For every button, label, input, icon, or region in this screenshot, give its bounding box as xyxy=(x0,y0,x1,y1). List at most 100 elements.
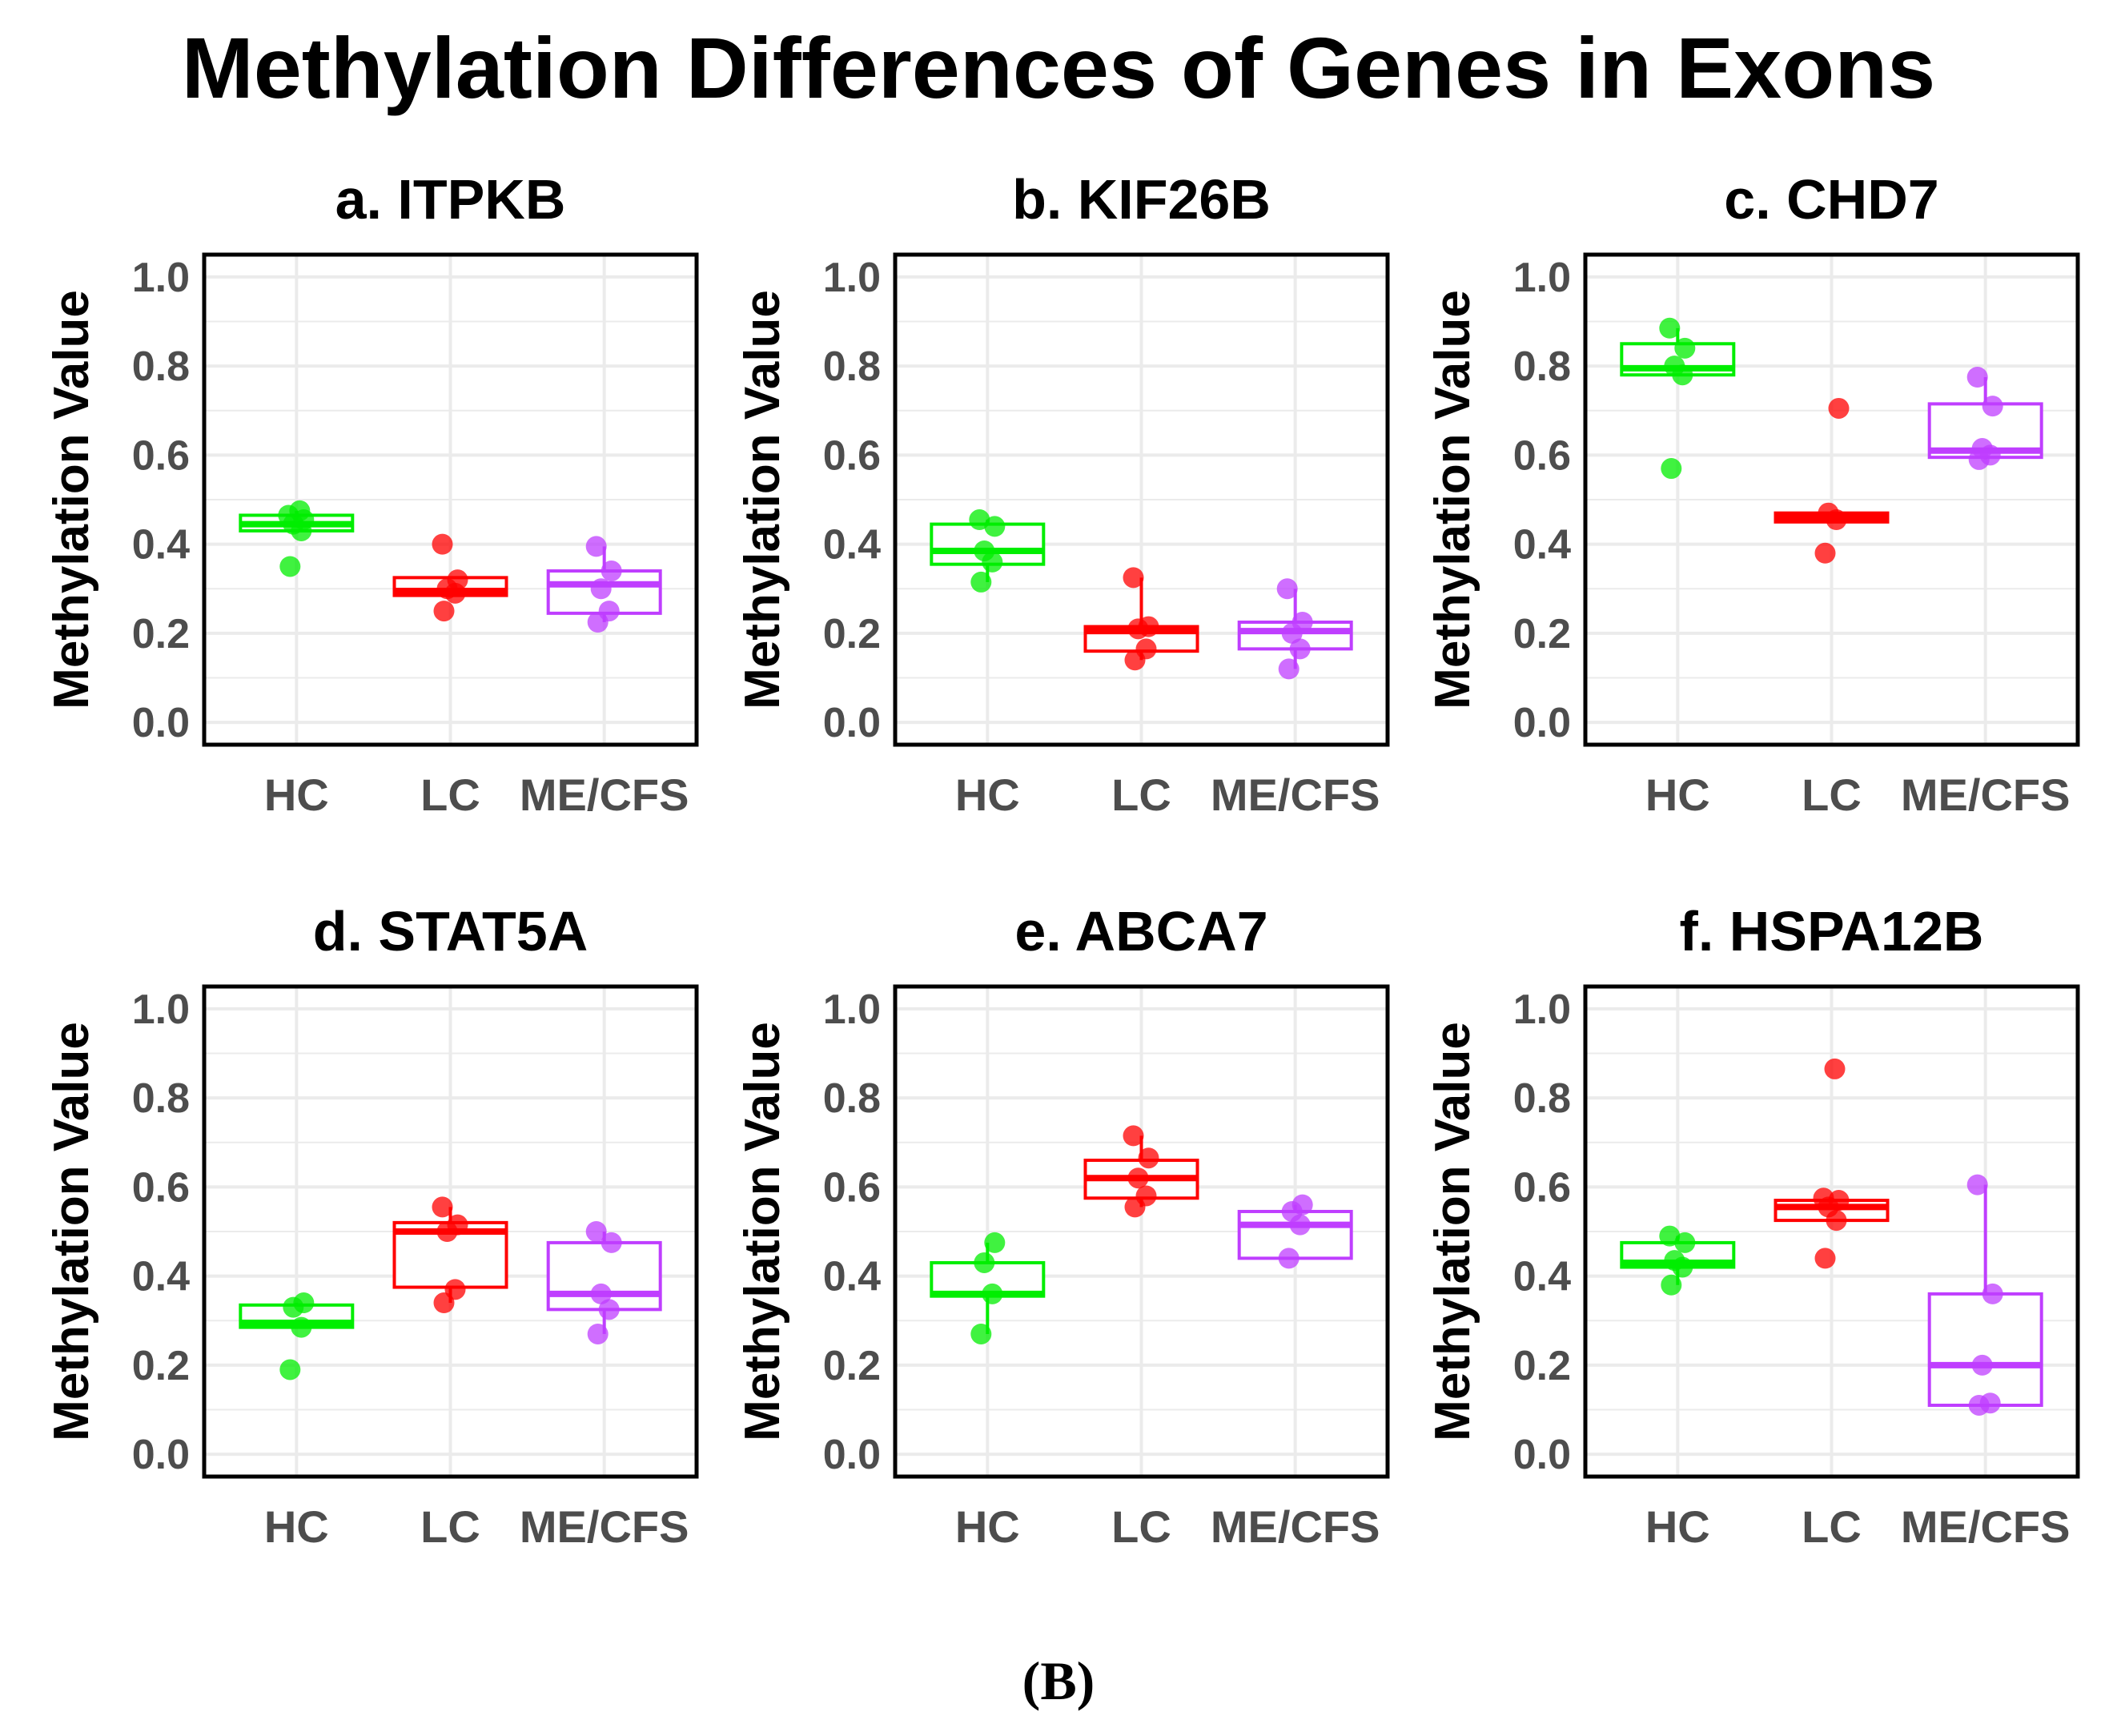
panel-1: a. ITPKB 0.0 0.2 0.4 0.6 0.8 1.0 Methylation Va… xyxy=(44,168,699,820)
y-tick-label: 0.4 xyxy=(1513,522,1571,569)
x-tick-label-lc: LC xyxy=(420,770,480,820)
panel-title: f. HSPA12B xyxy=(1680,900,1984,962)
data-point xyxy=(1278,658,1300,680)
data-point xyxy=(590,1283,612,1304)
x-tick-label-hc: HC xyxy=(955,1501,1020,1552)
x-tick-label-me-cfs: ME/CFS xyxy=(1211,770,1380,820)
data-point xyxy=(1289,638,1311,660)
data-point xyxy=(279,556,301,577)
data-point xyxy=(598,1299,620,1320)
data-point xyxy=(444,1279,466,1300)
box-me-cfs xyxy=(546,1221,662,1344)
panel-3: c. CHD7 0.0 0.2 0.4 0.6 0.8 1.0 Methylation Val… xyxy=(1425,168,2080,820)
data-point xyxy=(293,1292,315,1314)
data-point xyxy=(1661,458,1682,480)
x-tick-label-hc: HC xyxy=(955,770,1020,820)
y-tick-label: 0.2 xyxy=(823,1343,881,1389)
y-tick-label: 0.2 xyxy=(132,1343,190,1389)
data-point xyxy=(1814,542,1836,564)
panel-frame xyxy=(1583,984,2080,1479)
box-hc xyxy=(239,500,355,577)
x-tick-label-lc: LC xyxy=(1111,1501,1171,1552)
y-tick-label: 0.4 xyxy=(132,1254,190,1300)
data-point xyxy=(1291,612,1313,633)
data-point xyxy=(1828,397,1850,419)
y-tick-label: 0.0 xyxy=(823,1432,881,1478)
data-point xyxy=(974,1252,995,1273)
panel-title: d. STAT5A xyxy=(313,900,589,962)
box-me-cfs xyxy=(1927,367,2043,470)
y-axis-label: Methylation Value xyxy=(735,290,790,709)
y-tick-label: 0.4 xyxy=(823,522,881,569)
panel-title: b. KIF26B xyxy=(1012,168,1271,231)
x-tick-label-hc: HC xyxy=(264,770,329,820)
data-point xyxy=(1659,1225,1681,1247)
data-point xyxy=(1659,317,1681,339)
panel-5: e. ABCA7 0.0 0.2 0.4 0.6 0.8 1.0 Methylation Va… xyxy=(735,900,1390,1552)
y-tick-label: 0.2 xyxy=(823,611,881,657)
y-tick-label: 1.0 xyxy=(1513,255,1571,301)
data-point xyxy=(1664,356,1685,377)
x-tick-label-lc: LC xyxy=(420,1501,480,1552)
y-tick-label: 0.0 xyxy=(823,700,881,746)
data-point xyxy=(432,533,453,555)
y-tick-label: 0.0 xyxy=(132,1432,190,1478)
data-point xyxy=(590,578,612,600)
data-point xyxy=(1138,616,1159,637)
y-tick-label: 0.2 xyxy=(132,611,190,657)
y-tick-label: 0.6 xyxy=(823,1164,881,1211)
data-point xyxy=(1138,1147,1159,1169)
data-point xyxy=(1661,1274,1682,1296)
data-point xyxy=(598,601,620,622)
y-tick-label: 0.2 xyxy=(1513,611,1571,657)
panel-frame xyxy=(202,984,699,1479)
panel-6: f. HSPA12B 0.0 0.2 0.4 0.6 0.8 1.0 Methylation … xyxy=(1425,900,2080,1552)
data-point xyxy=(1813,1187,1834,1209)
data-point xyxy=(601,561,622,582)
y-tick-label: 0.6 xyxy=(823,432,881,479)
box-me-cfs xyxy=(1237,578,1353,680)
box-hc xyxy=(239,1292,355,1380)
data-point xyxy=(1135,638,1157,660)
panel-title: a. ITPKB xyxy=(335,168,566,231)
y-tick-label: 1.0 xyxy=(1513,987,1571,1033)
panel-title: c. CHD7 xyxy=(1724,168,1938,231)
data-point xyxy=(970,571,992,593)
x-tick-label-me-cfs: ME/CFS xyxy=(520,770,689,820)
data-point xyxy=(969,509,990,531)
y-tick-label: 0.6 xyxy=(132,432,190,479)
y-tick-label: 1.0 xyxy=(132,255,190,301)
panel-2: b. KIF26B 0.0 0.2 0.4 0.6 0.8 1.0 Methylation V… xyxy=(735,168,1390,820)
panels: a. ITPKB 0.0 0.2 0.4 0.6 0.8 1.0 Methylation Va… xyxy=(44,168,2080,1552)
data-point xyxy=(1276,578,1298,600)
y-tick-label: 0.6 xyxy=(132,1164,190,1211)
y-tick-label: 0.6 xyxy=(1513,432,1571,479)
y-tick-label: 0.0 xyxy=(1513,700,1571,746)
data-point xyxy=(447,1214,468,1236)
data-point xyxy=(601,1232,622,1253)
x-tick-label-lc: LC xyxy=(1802,1501,1862,1552)
box-me-cfs xyxy=(1237,1194,1353,1269)
data-point xyxy=(291,1316,312,1338)
x-tick-label-me-cfs: ME/CFS xyxy=(520,1501,689,1552)
data-point xyxy=(1982,396,2003,417)
x-tick-label-lc: LC xyxy=(1802,770,1862,820)
box-me-cfs xyxy=(546,536,662,633)
data-point xyxy=(585,536,607,557)
data-point xyxy=(1127,1167,1149,1189)
data-point xyxy=(1123,1125,1144,1147)
data-point xyxy=(585,1221,607,1242)
box-lc xyxy=(1774,397,1890,564)
box-lc xyxy=(1083,1125,1199,1218)
y-tick-label: 0.4 xyxy=(823,1254,881,1300)
box-lc xyxy=(392,533,508,622)
panel-frame xyxy=(893,984,1390,1479)
x-tick-label-me-cfs: ME/CFS xyxy=(1901,770,2071,820)
y-axis-label: Methylation Value xyxy=(44,1022,99,1441)
y-tick-label: 0.8 xyxy=(1513,344,1571,390)
data-point xyxy=(1818,502,1839,524)
data-point xyxy=(1291,1194,1313,1216)
y-tick-label: 1.0 xyxy=(823,987,881,1033)
box-hc xyxy=(1620,317,1736,480)
data-point xyxy=(1971,438,1993,460)
